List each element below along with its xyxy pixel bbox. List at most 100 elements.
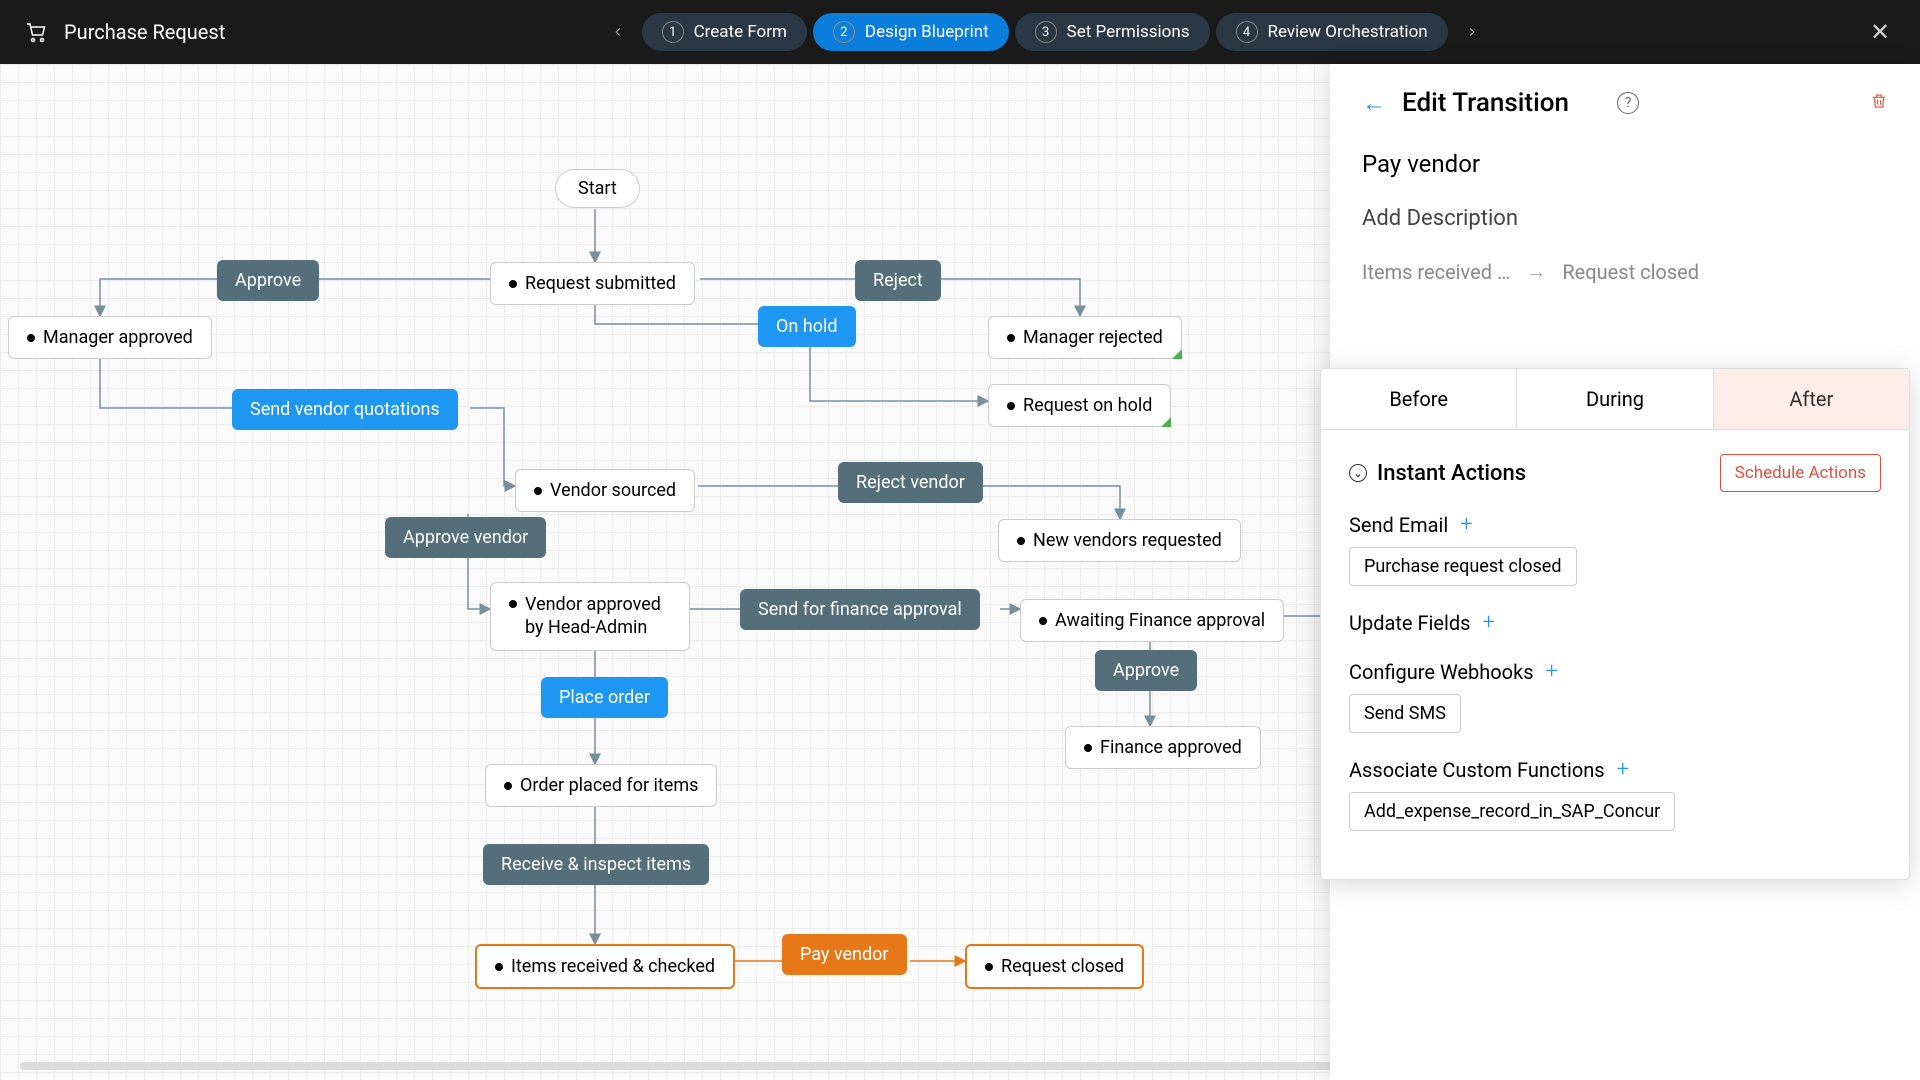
state-mgr_rejected[interactable]: Manager rejected	[988, 316, 1182, 359]
transition-approve_vendor[interactable]: Approve vendor	[385, 517, 546, 558]
tab-before[interactable]: Before	[1321, 369, 1517, 429]
step-label: Review Orchestration	[1268, 22, 1428, 42]
transition-onhold[interactable]: On hold	[758, 306, 856, 347]
app-header: Purchase Request 1 Create Form 2 Design Blu…	[0, 0, 1920, 64]
action-group-label: Configure Webhooks+	[1349, 659, 1881, 684]
wizard-step-4[interactable]: 4 Review Orchestration	[1216, 13, 1448, 51]
transition-pay_vendor[interactable]: Pay vendor	[782, 934, 907, 975]
from-state-label: Items received …	[1362, 260, 1510, 284]
state-dot-icon	[985, 963, 993, 971]
schedule-actions-button[interactable]: Schedule Actions	[1720, 454, 1881, 492]
state-items_received[interactable]: Items received & checked	[475, 944, 735, 989]
panel-title: Edit Transition	[1402, 88, 1601, 118]
step-number: 2	[833, 21, 855, 43]
state-dot-icon	[27, 334, 35, 342]
state-dot-icon	[509, 600, 517, 608]
state-dot-icon	[495, 963, 503, 971]
state-start[interactable]: Start	[555, 169, 640, 208]
state-dot-icon	[504, 782, 512, 790]
actions-card: BeforeDuringAfter ⌄ Instant Actions Sche…	[1320, 368, 1910, 880]
action-group: Configure Webhooks+ Send SMS	[1349, 659, 1881, 733]
state-req_closed[interactable]: Request closed	[965, 944, 1144, 989]
state-awaiting_fin[interactable]: Awaiting Finance approval	[1020, 599, 1284, 642]
transition-name: Pay vendor	[1362, 150, 1888, 178]
state-label: New vendors requested	[1033, 530, 1222, 551]
state-label: Awaiting Finance approval	[1055, 610, 1265, 631]
transition-send_fin[interactable]: Send for finance approval	[740, 589, 980, 630]
step-prev[interactable]	[602, 16, 634, 48]
state-label: Vendor sourced	[550, 480, 676, 501]
tab-during[interactable]: During	[1517, 369, 1713, 429]
action-chip[interactable]: Purchase request closed	[1349, 547, 1577, 586]
chevron-down-icon[interactable]: ⌄	[1349, 464, 1367, 482]
add-description-link[interactable]: Add Description	[1362, 206, 1888, 231]
step-number: 1	[662, 21, 684, 43]
add-action-icon[interactable]: +	[1546, 659, 1558, 684]
to-state-label: Request closed	[1562, 260, 1699, 284]
action-group-label: Associate Custom Functions+	[1349, 757, 1881, 782]
state-label: Manager rejected	[1023, 327, 1163, 348]
state-dot-icon	[1007, 402, 1015, 410]
transition-place_order[interactable]: Place order	[541, 677, 668, 718]
close-button[interactable]: ✕	[1864, 16, 1896, 48]
state-dot-icon	[1039, 617, 1047, 625]
state-label: Request closed	[1001, 956, 1124, 977]
wizard-step-3[interactable]: 3 Set Permissions	[1015, 13, 1210, 51]
state-fin_approved[interactable]: Finance approved	[1065, 726, 1261, 769]
wizard-step-2[interactable]: 2 Design Blueprint	[813, 13, 1009, 51]
transition-flow: Items received … → Request closed	[1362, 259, 1888, 284]
state-vendor_approved[interactable]: Vendor approved by Head-Admin	[490, 582, 690, 651]
transition-reject[interactable]: Reject	[855, 260, 941, 301]
action-group: Send Email+Purchase request closed	[1349, 512, 1881, 586]
transition-reject_vendor[interactable]: Reject vendor	[838, 462, 983, 503]
step-label: Design Blueprint	[865, 22, 989, 42]
action-chip[interactable]: Send SMS	[1349, 694, 1461, 733]
add-action-icon[interactable]: +	[1617, 757, 1629, 782]
instant-actions-title: ⌄ Instant Actions	[1349, 461, 1526, 486]
step-label: Create Form	[694, 22, 787, 42]
state-order_placed[interactable]: Order placed for items	[485, 764, 717, 807]
help-icon[interactable]: ?	[1617, 92, 1639, 114]
state-label: Finance approved	[1100, 737, 1242, 758]
add-action-icon[interactable]: +	[1460, 512, 1472, 537]
trash-icon[interactable]	[1870, 91, 1888, 116]
transition-approve[interactable]: Approve	[217, 260, 319, 301]
step-number: 3	[1035, 21, 1057, 43]
step-wizard: 1 Create Form 2 Design Blueprint 3 Set Permis…	[225, 13, 1864, 51]
step-number: 4	[1236, 21, 1258, 43]
arrow-right-icon: →	[1526, 259, 1546, 284]
resize-corner-icon	[1172, 349, 1182, 359]
state-req_submitted[interactable]: Request submitted	[490, 262, 695, 305]
wizard-step-1[interactable]: 1 Create Form	[642, 13, 807, 51]
action-chip[interactable]: Add_expense_record_in_SAP_Concur	[1349, 792, 1675, 831]
state-mgr_approved[interactable]: Manager approved	[8, 316, 212, 359]
state-label: Manager approved	[43, 327, 193, 348]
state-label: Order placed for items	[520, 775, 698, 796]
step-label: Set Permissions	[1067, 22, 1190, 42]
cart-icon	[24, 20, 48, 44]
resize-corner-icon	[1161, 417, 1171, 427]
state-vendor_sourced[interactable]: Vendor sourced	[515, 469, 695, 512]
state-label: Start	[578, 178, 617, 199]
state-req_hold[interactable]: Request on hold	[988, 384, 1171, 427]
transition-receive[interactable]: Receive & inspect items	[483, 844, 709, 885]
action-group: Associate Custom Functions+ Add_expense_r…	[1349, 757, 1881, 831]
tab-body: ⌄ Instant Actions Schedule Actions Send …	[1321, 430, 1909, 879]
transition-send_quot[interactable]: Send vendor quotations	[232, 389, 458, 430]
transition-approve_fin[interactable]: Approve	[1095, 650, 1197, 691]
state-dot-icon	[1084, 744, 1092, 752]
state-label: Vendor approved by Head-Admin	[525, 593, 671, 640]
action-group: Update Fields+	[1349, 610, 1881, 635]
state-dot-icon	[534, 487, 542, 495]
state-label: Request submitted	[525, 273, 676, 294]
panel-header: ← Edit Transition ?	[1330, 64, 1920, 118]
step-next[interactable]	[1456, 16, 1488, 48]
tab-after[interactable]: After	[1714, 369, 1909, 429]
header-left: Purchase Request	[24, 20, 225, 44]
back-arrow-icon[interactable]: ←	[1362, 89, 1386, 118]
add-action-icon[interactable]: +	[1482, 610, 1494, 635]
state-new_vendors[interactable]: New vendors requested	[998, 519, 1241, 562]
canvas-inner: Start Request submitted Manager approved Ma…	[0, 64, 1350, 1024]
state-dot-icon	[1007, 334, 1015, 342]
action-tabs: BeforeDuringAfter	[1321, 369, 1909, 430]
